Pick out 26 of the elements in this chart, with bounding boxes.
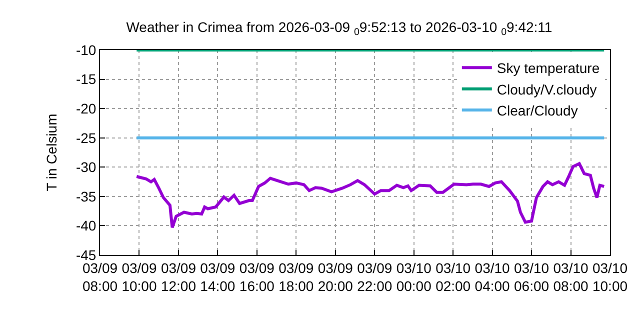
x-tick-label: 03/09 14:00 (200, 260, 236, 294)
x-tick-label: 03/10 00:00 (396, 260, 432, 294)
line-series (135, 162, 606, 229)
x-tick-label: 03/09 10:00 (122, 260, 157, 294)
y-tick-label: -35 (76, 188, 96, 204)
x-tick-label: 03/09 12:00 (160, 260, 196, 294)
y-tick-label: -30 (76, 159, 96, 176)
x-tick-label: 03/10 10:00 (592, 260, 628, 294)
x-tick-label: 03/10 04:00 (474, 260, 510, 294)
chart-title: Weather in Crimea from 2026-03-09 $_{0}$9:52:13 to 2026-03-10 $_{0}$9:42:11 (126, 19, 552, 38)
y-tick-label: -10 (76, 42, 96, 58)
x-tick-label: 03/09 18:00 (278, 260, 314, 294)
x-tick-label: 03/09 22:00 (357, 260, 392, 294)
y-tick-label: -25 (76, 130, 96, 146)
y-tick-label: -40 (76, 218, 96, 234)
legend-label: Clear/Cloudy (496, 102, 578, 119)
x-tick-label: 03/09 16:00 (239, 260, 275, 294)
y-tick-label: -20 (76, 100, 96, 116)
legend-label: Cloudy/V.cloudy (496, 81, 597, 98)
y-tick-label: -15 (76, 71, 96, 88)
x-tick-label: 03/10 02:00 (436, 260, 471, 294)
x-tick-label: 03/10 08:00 (553, 260, 588, 294)
x-tick-label: 03/09 20:00 (318, 260, 354, 294)
y-axis-title: T in Celsium (44, 114, 60, 192)
x-tick-label: 03/10 06:00 (514, 260, 550, 294)
legend-label: Sky temperature (496, 60, 600, 76)
